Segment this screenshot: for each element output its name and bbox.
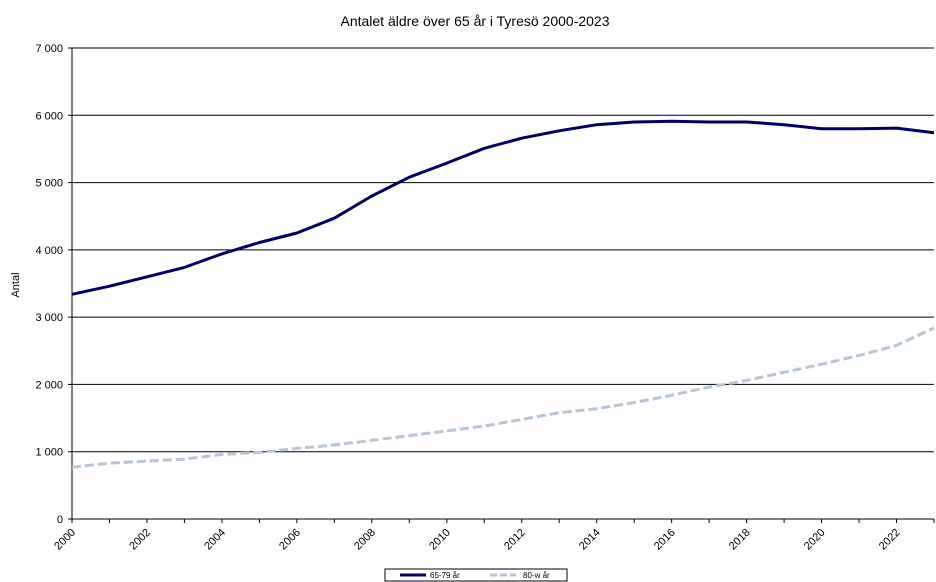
y-tick-label: 1 000 [35, 447, 63, 459]
y-tick-label: 4 000 [35, 245, 63, 257]
x-tick-label: 2022 [877, 527, 903, 553]
y-tick-label: 7 000 [35, 43, 63, 55]
series-lines [71, 119, 935, 469]
x-tick-label: 2000 [52, 527, 78, 553]
series-line-2 [71, 326, 935, 469]
y-tick-label: 0 [57, 514, 63, 526]
y-tick-label: 5 000 [35, 178, 63, 190]
legend-label: 80-w år [523, 571, 550, 580]
legend-box [384, 568, 568, 582]
x-tick-label: 2006 [277, 527, 303, 553]
y-axis-label: Antal [10, 272, 22, 297]
y-tick-label: 6 000 [35, 110, 63, 122]
x-tick-label: 2014 [577, 527, 603, 553]
x-axis-ticks: 2000 2002 2004 2006 2008 2010 2012 2014 2016 2018… [52, 519, 935, 553]
legend-label: 65-79 år [430, 571, 460, 580]
x-tick-label: 2020 [802, 527, 828, 553]
x-tick-label: 2016 [652, 527, 678, 553]
y-tick-label: 2 000 [35, 379, 63, 391]
x-tick-label: 2018 [727, 527, 753, 553]
x-tick-label: 2004 [202, 527, 228, 553]
chart-title: Antalet äldre över 65 år i Tyresö 2000-2… [340, 13, 609, 29]
y-tick-label: 3 000 [35, 312, 63, 324]
legend: 65-79 år 80-w år [384, 568, 568, 582]
gridlines [71, 47, 934, 520]
x-tick-label: 2012 [502, 527, 528, 553]
series-line-1 [71, 119, 935, 296]
x-tick-label: 2010 [427, 527, 453, 553]
x-tick-label: 2008 [352, 527, 378, 553]
x-tick-label: 2002 [127, 527, 153, 553]
y-axis-ticks: 0 1 000 2 000 3 000 4 000 5 000 6 000 7 000 [35, 43, 72, 526]
